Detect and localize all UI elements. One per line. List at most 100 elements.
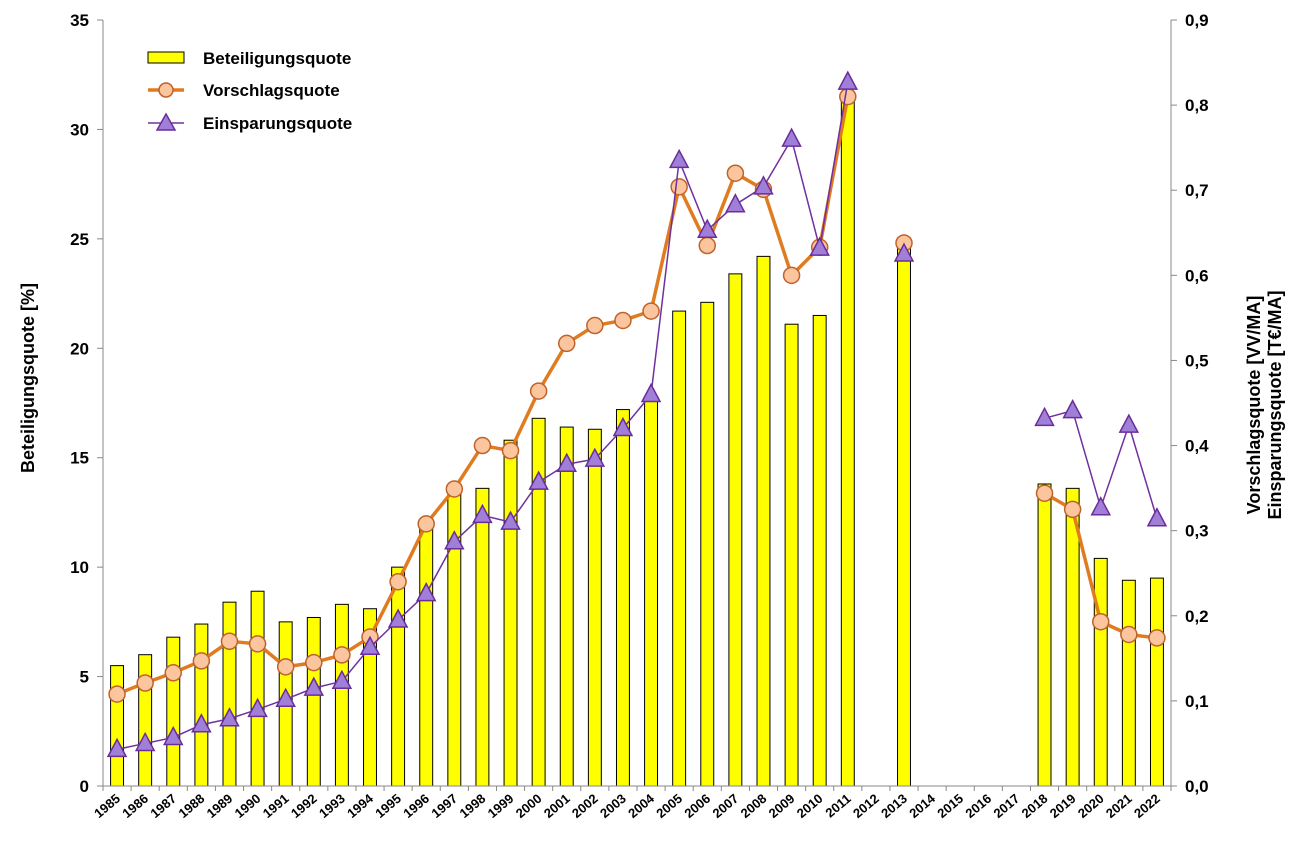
- point-vorschlagsquote-2001: [557, 334, 576, 353]
- point-einsparungsquote-1996: [415, 582, 437, 602]
- right-tick-label: 0,4: [1185, 437, 1209, 456]
- legend-label-vorschlagsquote: Vorschlagsquote: [203, 81, 340, 100]
- bar-2009: [784, 323, 799, 787]
- point-vorschlagsquote-1991: [276, 658, 295, 676]
- point-vorschlagsquote-1989: [220, 632, 239, 651]
- point-einsparungsquote-1998: [472, 503, 493, 524]
- point-einsparungsquote-1993: [331, 669, 353, 690]
- right-tick-label: 0,2: [1185, 607, 1209, 626]
- left-tick-label: 30: [70, 120, 89, 139]
- point-einsparungsquote-2002: [584, 447, 606, 467]
- point-einsparungsquote-1999: [500, 510, 521, 530]
- left-tick-label: 10: [70, 558, 89, 577]
- point-einsparungsquote-2011: [837, 70, 859, 90]
- right-axis-title-line1: Vorschlagsquote [VV/MA]: [1244, 296, 1264, 515]
- bar-2013: [897, 242, 911, 787]
- point-einsparungsquote-1995: [387, 608, 409, 628]
- bar-2022: [1149, 577, 1164, 787]
- point-einsparungsquote-2004: [640, 382, 662, 403]
- bar-2006: [700, 301, 715, 787]
- right-tick-label: 0,5: [1185, 351, 1209, 370]
- bar-1993: [334, 603, 349, 787]
- point-einsparungsquote-2018: [1034, 406, 1055, 427]
- bar-2010: [812, 314, 827, 787]
- right-tick-label: 0,3: [1185, 522, 1209, 541]
- point-einsparungsquote-2005: [668, 148, 690, 169]
- point-einsparungsquote-2022: [1146, 507, 1168, 527]
- bar-2002: [587, 428, 602, 787]
- point-vorschlagsquote-1990: [248, 635, 267, 653]
- right-tick-label: 0,0: [1185, 777, 1209, 796]
- right-tick-label: 0,7: [1185, 181, 1209, 200]
- point-vorschlagsquote-2018: [1035, 484, 1054, 502]
- lines-layer: [106, 70, 1168, 758]
- left-tick-label: 20: [70, 339, 89, 358]
- point-vorschlagsquote-1993: [333, 646, 351, 664]
- bar-2020: [1093, 557, 1108, 787]
- left-tick-label: 0: [80, 777, 89, 796]
- bar-1985: [110, 665, 125, 787]
- bar-2004: [644, 395, 659, 787]
- bar-2005: [672, 310, 687, 787]
- bar-2001: [559, 426, 574, 787]
- point-einsparungsquote-2000: [528, 470, 549, 490]
- right-tick-label: 0,6: [1185, 266, 1209, 285]
- right-axis-title-line2: Einsparungsquote [T€/MA]: [1265, 291, 1285, 520]
- left-tick-label: 15: [70, 449, 89, 468]
- point-vorschlagsquote-1985: [108, 685, 126, 703]
- left-axis-title: Beteiligungsquote [%]: [18, 283, 38, 473]
- point-einsparungsquote-2006: [697, 218, 718, 238]
- point-vorschlagsquote-1987: [164, 664, 183, 682]
- point-vorschlagsquote-2000: [529, 382, 548, 400]
- bar-1996: [419, 522, 434, 787]
- legend-marker-vorschlagsquote: [158, 82, 174, 98]
- point-vorschlagsquote-1992: [305, 653, 323, 672]
- point-einsparungsquote-1994: [359, 635, 381, 656]
- point-einsparungsquote-2013: [893, 242, 915, 262]
- point-einsparungsquote-1991: [275, 687, 296, 707]
- bar-1987: [166, 636, 181, 787]
- point-einsparungsquote-1997: [444, 530, 465, 550]
- point-vorschlagsquote-1999: [501, 441, 520, 460]
- point-einsparungsquote-2001: [556, 452, 577, 473]
- bar-1989: [222, 601, 237, 787]
- point-einsparungsquote-2003: [612, 416, 634, 437]
- point-vorschlagsquote-2021: [1120, 625, 1138, 644]
- point-vorschlagsquote-1997: [445, 480, 464, 498]
- left-tick-label: 5: [80, 668, 89, 687]
- point-vorschlagsquote-1995: [389, 572, 407, 591]
- point-einsparungsquote-2010: [809, 236, 830, 256]
- point-einsparungsquote-2009: [781, 127, 802, 147]
- point-vorschlagsquote-2007: [726, 164, 745, 182]
- left-tick-label: 35: [70, 11, 89, 30]
- right-tick-label: 0,9: [1185, 11, 1209, 30]
- bar-1995: [391, 566, 406, 787]
- point-vorschlagsquote-1988: [192, 652, 211, 670]
- point-vorschlagsquote-2020: [1091, 612, 1110, 631]
- point-einsparungsquote-1992: [303, 676, 325, 696]
- right-tick-label: 0,1: [1185, 692, 1209, 711]
- bar-2011: [840, 96, 855, 787]
- legend-marker-einsparungsquote: [155, 112, 177, 131]
- bar-2003: [615, 409, 630, 787]
- point-einsparungsquote-2008: [753, 175, 774, 195]
- bar-1999: [503, 439, 518, 787]
- bar-1998: [475, 487, 490, 787]
- point-vorschlagsquote-2022: [1148, 629, 1166, 647]
- point-einsparungsquote-1987: [163, 725, 184, 746]
- point-vorschlagsquote-2019: [1063, 500, 1082, 519]
- point-vorschlagsquote-2002: [586, 316, 604, 335]
- point-vorschlagsquote-2011: [839, 87, 857, 106]
- point-vorschlagsquote-2005: [670, 178, 688, 196]
- point-vorschlagsquote-2003: [614, 311, 632, 330]
- legend: Beteiligungsquote Vorschlagsquote Einspa…: [147, 49, 352, 133]
- right-tick-label: 0,8: [1185, 96, 1209, 115]
- bar-2007: [728, 273, 743, 787]
- point-vorschlagsquote-2004: [642, 302, 660, 320]
- left-tick-label: 25: [70, 230, 89, 249]
- point-einsparungsquote-1988: [191, 713, 212, 733]
- bar-2021: [1121, 579, 1136, 787]
- point-einsparungsquote-1986: [134, 731, 156, 752]
- legend-swatch-beteiligungsquote: [147, 51, 185, 64]
